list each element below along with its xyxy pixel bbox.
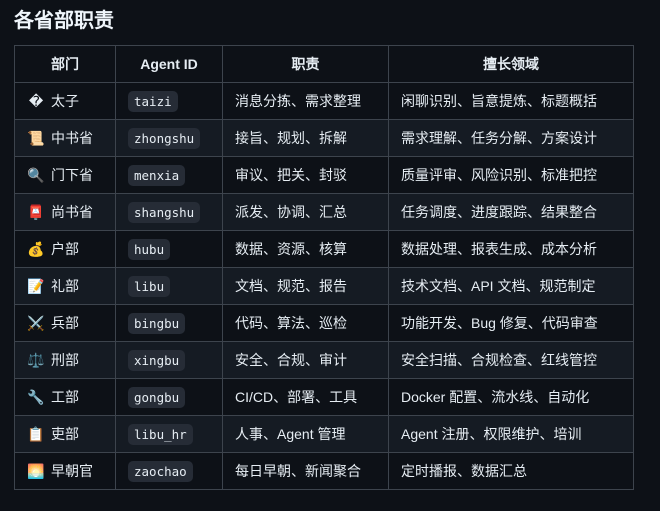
section-title: 各省部职责: [14, 10, 114, 32]
dept-name: 门下省: [51, 167, 93, 183]
dept-name: 太子: [51, 93, 79, 109]
dept-cell: � 太子: [14, 82, 116, 120]
sunrise-icon: 🌅: [27, 463, 45, 479]
duty-cell: 数据、资源、核算: [222, 230, 389, 268]
duty-cell: 派发、协调、汇总: [222, 193, 389, 231]
agent-id: libu_hr: [128, 424, 193, 445]
table-row: 📝 礼部 libu 文档、规范、报告 技术文档、API 文档、规范制定: [14, 267, 634, 305]
money-bag-icon: 💰: [27, 241, 45, 257]
scroll-icon: 📜: [27, 130, 45, 146]
dept-name: 刑部: [51, 352, 79, 368]
skill-cell: 任务调度、进度跟踪、结果整合: [388, 193, 634, 231]
agent-id-cell: taizi: [115, 82, 223, 120]
agent-id: gongbu: [128, 387, 186, 408]
agent-id-cell: bingbu: [115, 304, 223, 342]
table-row: ⚔️ 兵部 bingbu 代码、算法、巡检 功能开发、Bug 修复、代码审查: [14, 304, 634, 342]
postbox-icon: 📮: [27, 204, 45, 220]
duty-cell: 审议、把关、封驳: [222, 156, 389, 194]
dept-name: 早朝官: [51, 463, 93, 479]
agent-id: hubu: [128, 239, 171, 260]
dept-cell: 📮 尚书省: [14, 193, 116, 231]
dept-cell: ⚖️ 刑部: [14, 341, 116, 379]
duty-cell: 代码、算法、巡检: [222, 304, 389, 342]
agent-id: bingbu: [128, 313, 186, 334]
table-row: 💰 户部 hubu 数据、资源、核算 数据处理、报表生成、成本分析: [14, 230, 634, 268]
magnifier-icon: 🔍: [27, 167, 45, 183]
duty-cell: 安全、合规、审计: [222, 341, 389, 379]
table-row: 🔍 门下省 menxia 审议、把关、封驳 质量评审、风险识别、标准把控: [14, 156, 634, 194]
table-row: � 太子 taizi 消息分拣、需求整理 闲聊识别、旨意提炼、标题概括: [14, 82, 634, 120]
dept-cell: 📜 中书省: [14, 119, 116, 157]
clipboard-icon: 📋: [27, 426, 45, 442]
dept-cell: 💰 户部: [14, 230, 116, 268]
dept-cell: 🔧 工部: [14, 378, 116, 416]
skill-cell: Docker 配置、流水线、自动化: [388, 378, 634, 416]
agent-id-cell: zaochao: [115, 452, 223, 490]
agent-id-cell: libu: [115, 267, 223, 305]
agent-id-cell: gongbu: [115, 378, 223, 416]
agent-id: libu: [128, 276, 171, 297]
dept-cell: 🌅 早朝官: [14, 452, 116, 490]
skill-cell: Agent 注册、权限维护、培训: [388, 415, 634, 453]
header-agent-id: Agent ID: [115, 45, 223, 83]
scales-icon: ⚖️: [27, 352, 45, 368]
skill-cell: 定时播报、数据汇总: [388, 452, 634, 490]
dept-name: 兵部: [51, 315, 79, 331]
agent-id-cell: hubu: [115, 230, 223, 268]
skill-cell: 功能开发、Bug 修复、代码审查: [388, 304, 634, 342]
table-row: 📮 尚书省 shangshu 派发、协调、汇总 任务调度、进度跟踪、结果整合: [14, 193, 634, 231]
header-duty: 职责: [222, 45, 389, 83]
duty-cell: 消息分拣、需求整理: [222, 82, 389, 120]
agent-id: zaochao: [128, 461, 193, 482]
skill-cell: 质量评审、风险识别、标准把控: [388, 156, 634, 194]
agent-id-cell: shangshu: [115, 193, 223, 231]
memo-icon: 📝: [27, 278, 45, 294]
dept-cell: 🔍 门下省: [14, 156, 116, 194]
header-dept: 部门: [14, 45, 116, 83]
skill-cell: 闲聊识别、旨意提炼、标题概括: [388, 82, 634, 120]
table-row: 📜 中书省 zhongshu 接旨、规划、拆解 需求理解、任务分解、方案设计: [14, 119, 634, 157]
crossed-swords-icon: ⚔️: [27, 315, 45, 331]
departments-table: 部门 Agent ID 职责 擅长领域 � 太子 taizi 消息分拣、需求整理 闲聊识…: [14, 45, 634, 490]
agent-id-cell: zhongshu: [115, 119, 223, 157]
table-header-row: 部门 Agent ID 职责 擅长领域: [14, 45, 634, 83]
skill-cell: 数据处理、报表生成、成本分析: [388, 230, 634, 268]
dept-cell: 📝 礼部: [14, 267, 116, 305]
agent-id: shangshu: [128, 202, 201, 223]
agent-id: menxia: [128, 165, 186, 186]
duty-cell: 文档、规范、报告: [222, 267, 389, 305]
skill-cell: 技术文档、API 文档、规范制定: [388, 267, 634, 305]
wrench-icon: 🔧: [27, 389, 45, 405]
dept-name: 户部: [51, 241, 79, 257]
skill-cell: 需求理解、任务分解、方案设计: [388, 119, 634, 157]
agent-id: taizi: [128, 91, 178, 112]
agent-id: zhongshu: [128, 128, 201, 149]
agent-id-cell: xingbu: [115, 341, 223, 379]
dept-cell: ⚔️ 兵部: [14, 304, 116, 342]
table-row: ⚖️ 刑部 xingbu 安全、合规、审计 安全扫描、合规检查、红线管控: [14, 341, 634, 379]
header-skill: 擅长领域: [388, 45, 634, 83]
table-row: 🔧 工部 gongbu CI/CD、部署、工具 Docker 配置、流水线、自动化: [14, 378, 634, 416]
dept-name: 吏部: [51, 426, 79, 442]
agent-id: xingbu: [128, 350, 186, 371]
replacement-char-icon: �: [28, 93, 44, 109]
table-row: 🌅 早朝官 zaochao 每日早朝、新闻聚合 定时播报、数据汇总: [14, 452, 634, 490]
agent-id-cell: menxia: [115, 156, 223, 194]
skill-cell: 安全扫描、合规检查、红线管控: [388, 341, 634, 379]
duty-cell: CI/CD、部署、工具: [222, 378, 389, 416]
duty-cell: 接旨、规划、拆解: [222, 119, 389, 157]
duty-cell: 人事、Agent 管理: [222, 415, 389, 453]
dept-name: 工部: [51, 389, 79, 405]
agent-id-cell: libu_hr: [115, 415, 223, 453]
dept-cell: 📋 吏部: [14, 415, 116, 453]
dept-name: 尚书省: [51, 204, 93, 220]
dept-name: 中书省: [51, 130, 93, 146]
duty-cell: 每日早朝、新闻聚合: [222, 452, 389, 490]
table-row: 📋 吏部 libu_hr 人事、Agent 管理 Agent 注册、权限维护、培训: [14, 415, 634, 453]
dept-name: 礼部: [51, 278, 79, 294]
